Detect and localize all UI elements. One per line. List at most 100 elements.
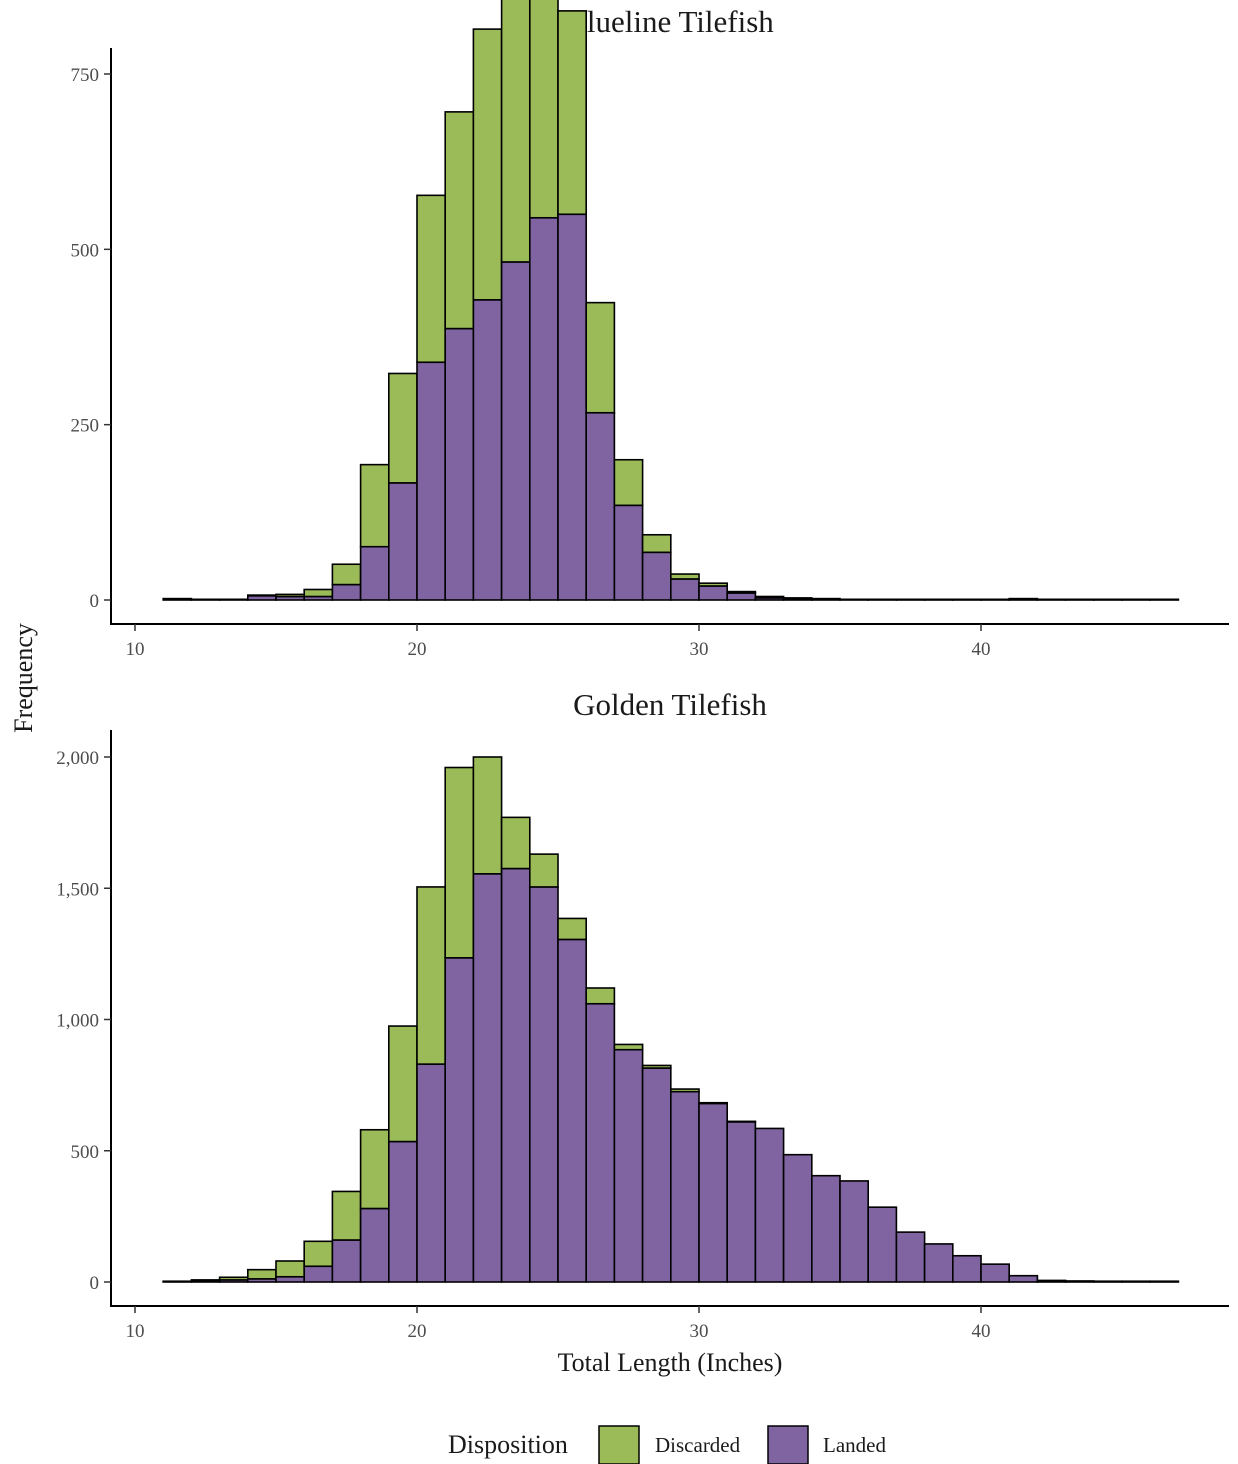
bar-landed <box>698 585 729 601</box>
bar-landed <box>472 873 503 1283</box>
legend-label-discarded: Discarded <box>655 1433 741 1457</box>
bar-discarded <box>613 458 644 507</box>
bar-landed <box>782 1153 813 1283</box>
bar-discarded <box>585 301 616 414</box>
y-tick-label: 0 <box>90 591 100 612</box>
y-tick-label: 0 <box>90 1273 100 1294</box>
bar-landed <box>867 598 898 601</box>
bar-landed <box>1149 1280 1180 1283</box>
y-tick-label: 500 <box>71 1142 100 1163</box>
bar-landed <box>359 545 390 601</box>
bar-discarded <box>218 1276 249 1281</box>
bar-landed <box>162 597 193 601</box>
y-tick-label: 1,000 <box>56 1011 99 1032</box>
bar-landed <box>585 411 616 601</box>
bar-landed <box>923 598 954 601</box>
bar-landed <box>528 886 559 1283</box>
y-ticks-blueline: 0 250 500 750 <box>71 65 111 612</box>
bar-discarded <box>669 1088 700 1093</box>
y-ticks-golden: 0 500 1,000 1,500 2,000 <box>56 748 111 1294</box>
bar-landed <box>867 1206 898 1283</box>
panel-golden-tilefish: Golden Tilefish 0 500 1,000 1,500 2,000 10 20… <box>56 687 1229 1342</box>
bar-landed <box>416 1063 447 1283</box>
bar-landed <box>1149 598 1180 601</box>
bar-discarded <box>810 597 841 601</box>
x-axis-title: Total Length (Inches) <box>558 1348 783 1377</box>
bar-discarded <box>641 1064 672 1069</box>
bar-landed <box>839 1180 870 1283</box>
x-tick-label: 20 <box>408 639 427 660</box>
bar-discarded <box>247 594 277 597</box>
bar-landed <box>1036 598 1067 601</box>
bar-discarded <box>416 886 447 1065</box>
bar-landed <box>669 578 700 601</box>
bar-landed <box>303 1265 334 1283</box>
bar-discarded <box>726 590 757 594</box>
bar-landed <box>472 299 503 601</box>
bar-discarded <box>698 1101 729 1105</box>
y-axis-title: Frequency <box>9 623 38 733</box>
y-tick-label: 2,000 <box>56 748 99 769</box>
bar-discarded <box>472 756 503 875</box>
bar-landed <box>669 1090 700 1283</box>
bar-landed <box>951 1254 982 1283</box>
bar-landed <box>444 957 475 1283</box>
bar-discarded <box>669 573 700 580</box>
x-ticks-golden: 10 20 30 40 <box>126 1306 991 1342</box>
legend-swatch-discarded <box>598 1425 640 1464</box>
bar-landed <box>557 938 588 1283</box>
bar-discarded <box>500 0 531 263</box>
x-ticks-blueline: 10 20 30 40 <box>126 624 991 660</box>
bar-discarded <box>585 987 616 1005</box>
bar-discarded <box>754 595 785 599</box>
bar-discarded <box>557 10 588 216</box>
bar-landed <box>1036 1279 1067 1283</box>
bar-discarded <box>359 463 390 548</box>
bar-discarded <box>444 766 475 959</box>
bar-landed <box>641 1067 672 1283</box>
bar-landed <box>444 327 475 601</box>
bar-discarded <box>359 1128 390 1210</box>
bar-landed <box>387 1140 418 1283</box>
bar-discarded <box>331 1190 362 1241</box>
y-tick-label: 750 <box>71 65 100 86</box>
bar-landed <box>1121 598 1152 601</box>
bar-landed <box>528 216 559 601</box>
legend-swatch-landed <box>767 1425 809 1464</box>
bar-discarded <box>557 917 588 941</box>
bar-discarded <box>416 194 447 364</box>
x-tick-label: 20 <box>408 1321 427 1342</box>
bar-landed <box>1008 1274 1039 1283</box>
bar-discarded <box>387 372 418 484</box>
bar-landed <box>1121 1280 1152 1283</box>
bar-landed <box>387 482 418 601</box>
y-tick-label: 250 <box>71 416 100 437</box>
bar-landed <box>585 1002 616 1283</box>
bar-landed <box>218 598 249 601</box>
bar-discarded <box>247 1268 277 1280</box>
bar-landed <box>923 1243 954 1283</box>
bar-discarded <box>500 816 531 870</box>
bar-discarded <box>641 533 672 554</box>
bar-landed <box>416 361 447 601</box>
panel-title-blueline: Blueline Tilefish <box>566 4 774 39</box>
bar-landed <box>839 598 870 601</box>
bar-landed <box>726 592 757 601</box>
bar-discarded <box>528 853 559 888</box>
bar-landed <box>980 598 1011 601</box>
bar-landed <box>895 1231 926 1283</box>
bar-landed <box>613 504 644 601</box>
bar-landed <box>613 1048 644 1283</box>
bar-landed <box>951 598 982 601</box>
bar-landed <box>190 598 221 601</box>
bar-landed <box>754 1127 785 1283</box>
bar-landed <box>331 1239 362 1283</box>
x-tick-label: 10 <box>126 1321 145 1342</box>
bar-landed <box>810 1174 841 1283</box>
bar-discarded <box>275 1260 306 1278</box>
bar-landed <box>1093 1280 1123 1283</box>
bar-landed <box>331 583 362 601</box>
bar-discarded <box>275 593 306 598</box>
bar-discarded <box>472 28 503 301</box>
